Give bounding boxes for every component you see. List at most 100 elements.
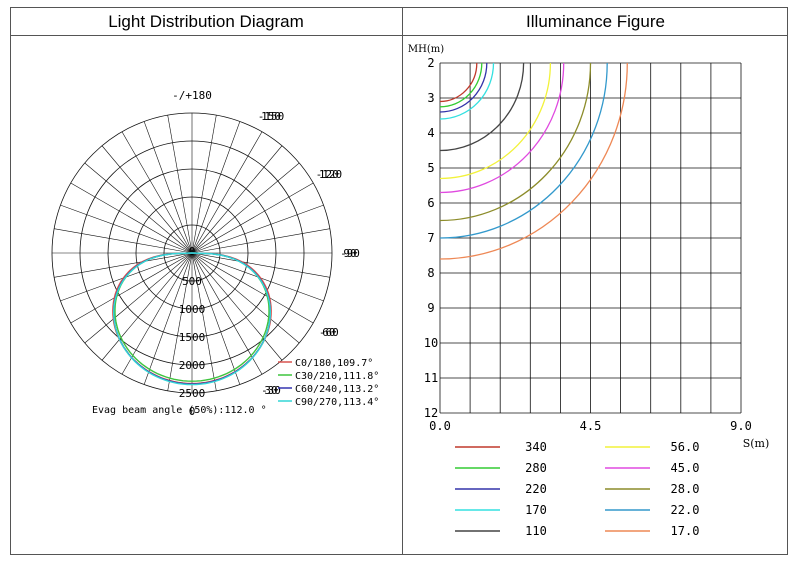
polar-spoke [191, 252, 314, 324]
polar-angle-label: 150 [261, 110, 281, 123]
polar-spoke [60, 204, 193, 254]
illuminance-curve [440, 63, 495, 120]
illuminance-curve [440, 63, 483, 108]
illuminance-y-tick: 8 [427, 266, 434, 280]
illuminance-y-tick: 9 [427, 301, 434, 315]
polar-angle-label: -150 [258, 110, 285, 123]
polar-spoke [191, 131, 263, 254]
illuminance-y-tick: 5 [427, 161, 434, 175]
polar-angle-label: 90 [343, 247, 356, 260]
polar-radial-tick: 0 [189, 245, 196, 258]
illuminance-curve [440, 63, 552, 180]
polar-series-curve [112, 252, 272, 386]
polar-spoke [191, 252, 217, 391]
polar-spoke [191, 182, 314, 254]
polar-spoke [70, 252, 193, 324]
right-panel-title: Illuminance Figure [526, 12, 665, 31]
illuminance-x-tick: 0.0 [429, 419, 451, 433]
polar-spoke [191, 115, 217, 254]
illuminance-x-tick: 9.0 [730, 419, 752, 433]
illuminance-curve [440, 63, 488, 113]
polar-spoke [191, 252, 330, 278]
polar-legend-label: C90/270,113.4° [295, 397, 379, 408]
illuminance-curve [440, 63, 525, 152]
polar-angle-label: -120 [316, 168, 343, 181]
illuminance-y-tick: 6 [427, 196, 434, 210]
illuminance-curve [440, 63, 565, 194]
illuminance-x-axis-label: S(m) [743, 437, 770, 450]
polar-radial-tick: 2000 [179, 359, 206, 372]
polar-beam-angle-annotation: Evag beam angle (50%):112.0 ° [92, 405, 267, 416]
illuminance-curve [440, 63, 478, 103]
polar-spoke [191, 162, 300, 254]
polar-series-curve [114, 252, 270, 382]
illuminance-y-tick: 4 [427, 126, 434, 140]
polar-spoke [143, 252, 193, 385]
polar-spoke [191, 252, 241, 385]
polar-grid [51, 112, 333, 394]
polar-radial-tick: 1500 [179, 331, 206, 344]
polar-radial-tick: 2500 [179, 387, 206, 400]
polar-spoke [101, 145, 193, 254]
polar-spoke [191, 121, 241, 254]
polar-angle-label: 60 [322, 326, 335, 339]
polar-legend-label: C60/240,113.2° [295, 384, 379, 395]
illuminance-legend-label: 220 [525, 482, 547, 496]
illuminance-curve [440, 63, 608, 239]
illuminance-y-tick: 10 [424, 336, 438, 350]
polar-legend-label: C0/180,109.7° [295, 358, 373, 369]
polar-legend-label: C30/210,111.8° [295, 371, 379, 382]
left-panel-title: Light Distribution Diagram [108, 12, 304, 31]
polar-spoke [191, 145, 283, 254]
illuminance-y-tick: 2 [427, 56, 434, 70]
illuminance-y-tick: 11 [424, 371, 438, 385]
illuminance-legend-label: 28.0 [671, 482, 700, 496]
polar-spoke [191, 252, 263, 375]
polar-radial-tick: 500 [182, 275, 202, 288]
illuminance-legend-label: 56.0 [671, 440, 700, 454]
title-divider [10, 35, 788, 36]
outer-frame [10, 7, 788, 555]
polar-spoke [84, 252, 193, 344]
polar-angle-label: 30 [264, 384, 277, 397]
polar-spoke [54, 252, 193, 278]
polar-spoke [143, 121, 193, 254]
illuminance-grid [439, 62, 742, 414]
illuminance-y-tick: 7 [427, 231, 434, 245]
illuminance-curve [440, 63, 628, 260]
polar-spoke [121, 131, 193, 254]
polar-spoke [191, 252, 283, 361]
illuminance-legend-label: 340 [525, 440, 547, 454]
polar-angle-label: -/+180 [172, 89, 212, 102]
illuminance-legend-label: 17.0 [671, 524, 700, 538]
illuminance-legend-label: 45.0 [671, 461, 700, 475]
polar-spoke [121, 252, 193, 375]
panel-divider [402, 7, 403, 555]
illuminance-y-tick: 12 [424, 406, 438, 420]
polar-spoke [191, 252, 300, 344]
polar-spoke [84, 162, 193, 254]
polar-radial-tick: 1000 [179, 303, 206, 316]
polar-angle-label: -30 [261, 384, 281, 397]
polar-angle-label: 120 [319, 168, 339, 181]
illuminance-y-tick: 3 [427, 91, 434, 105]
polar-spoke [54, 228, 193, 254]
polar-angle-label: -90 [340, 247, 360, 260]
illuminance-legend-label: 110 [525, 524, 547, 538]
polar-spoke [70, 182, 193, 254]
illuminance-curve [440, 63, 592, 222]
illuminance-legend-label: 280 [525, 461, 547, 475]
polar-spoke [101, 252, 193, 361]
polar-spoke [167, 252, 193, 391]
polar-spoke [191, 228, 330, 254]
polar-spoke [191, 204, 324, 254]
illuminance-y-axis-label: MH(m) [408, 44, 444, 55]
polar-angle-label: 0 [189, 405, 196, 418]
polar-spoke [167, 115, 193, 254]
illuminance-x-tick: 4.5 [580, 419, 602, 433]
illuminance-legend-label: 170 [525, 503, 547, 517]
illuminance-legend-label: 22.0 [671, 503, 700, 517]
polar-angle-label: -60 [319, 326, 339, 339]
